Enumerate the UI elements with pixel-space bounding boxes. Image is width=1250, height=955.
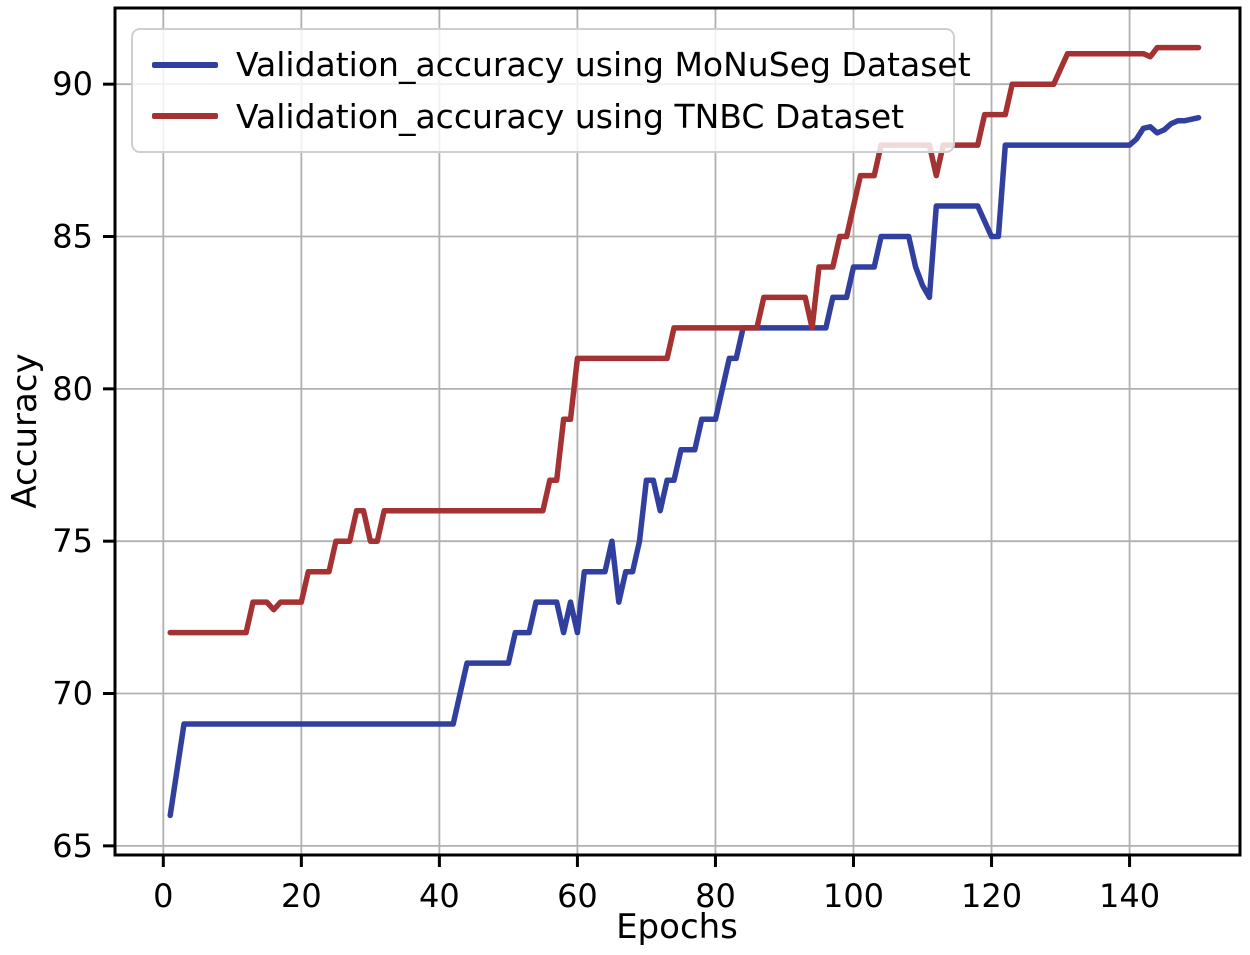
y-tick-label: 70 bbox=[52, 675, 93, 713]
x-tick-label: 120 bbox=[961, 877, 1022, 915]
legend-label-tnbc: Validation_accuracy using TNBC Dataset bbox=[236, 96, 905, 136]
x-tick-label: 100 bbox=[823, 877, 884, 915]
y-axis-label: Accuracy bbox=[5, 353, 45, 508]
tnbc-line-swatch bbox=[152, 113, 218, 120]
legend-item-monuseg: Validation_accuracy using MoNuSeg Datase… bbox=[152, 48, 971, 81]
y-tick-label: 65 bbox=[52, 827, 93, 865]
y-tick-label: 75 bbox=[52, 522, 93, 560]
x-tick-label: 140 bbox=[1099, 877, 1160, 915]
y-tick-label: 90 bbox=[52, 65, 93, 103]
legend-item-tnbc: Validation_accuracy using TNBC Dataset bbox=[152, 100, 953, 133]
plot-border bbox=[113, 6, 1242, 857]
axes-frame bbox=[113, 6, 1242, 857]
x-tick-label: 80 bbox=[695, 877, 736, 915]
x-tick-label: 60 bbox=[557, 877, 598, 915]
monuseg-line-swatch bbox=[152, 61, 218, 68]
x-tick-label: 0 bbox=[153, 877, 173, 915]
axis-ticks: 0 20 40 60 80 100 120 140 65 70 75 80 85 90 bbox=[52, 65, 1160, 915]
y-tick-label: 85 bbox=[52, 218, 93, 256]
x-tick-label: 20 bbox=[281, 877, 322, 915]
legend-label-monuseg: Validation_accuracy using MoNuSeg Datase… bbox=[236, 45, 971, 85]
x-tick-label: 40 bbox=[419, 877, 460, 915]
monuseg-accuracy-line bbox=[167, 114, 1202, 819]
data-series bbox=[167, 44, 1202, 819]
legend: Validation_accuracy using MoNuSeg Datase… bbox=[131, 28, 971, 153]
y-tick-label: 80 bbox=[52, 370, 93, 408]
tnbc-accuracy-line bbox=[167, 44, 1202, 636]
x-axis-label: Epochs bbox=[616, 907, 738, 947]
